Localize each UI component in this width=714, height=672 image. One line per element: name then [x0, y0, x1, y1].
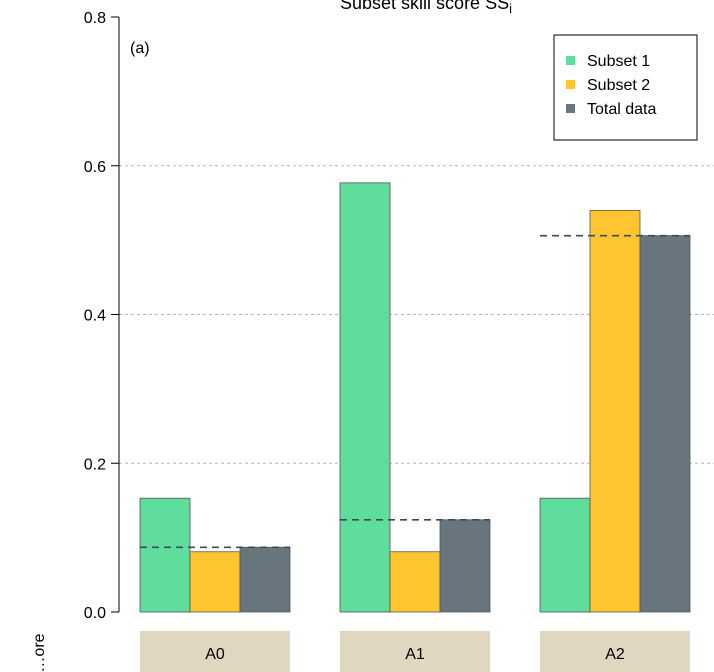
legend-box: [553, 34, 698, 141]
category-label: A1: [405, 646, 425, 663]
y-tick-label: 0.8: [84, 10, 106, 27]
chart-title: Subset skill score SSi: [340, 0, 512, 16]
legend-swatch: [566, 56, 575, 65]
panel-label: (a): [130, 40, 150, 57]
bar: [139, 497, 191, 613]
bar: [189, 551, 241, 613]
bars: [139, 182, 691, 613]
legend-label: Subset 2: [587, 77, 650, 94]
y-tick-label: 0.2: [84, 456, 106, 473]
category-label: A2: [605, 646, 625, 663]
bar: [389, 551, 441, 613]
chart-title-text: Subset skill score SSi: [340, 0, 512, 16]
y-tick-label: 0.4: [84, 308, 106, 325]
category-label: A0: [205, 646, 225, 663]
y-axis-label: …ore: [31, 633, 48, 672]
bar: [239, 546, 291, 613]
bar: [339, 182, 391, 613]
bar: [439, 519, 491, 613]
category-strip: A0 A1 A2: [140, 631, 690, 672]
y-tick-label: 0.6: [84, 159, 106, 176]
category-strip-box: [540, 631, 690, 672]
category-strip-box: [340, 631, 490, 672]
y-axis: 0.0 0.2 0.4 0.6 0.8: [84, 10, 120, 622]
bar: [539, 497, 591, 613]
reference-lines: [140, 234, 690, 549]
y-tick-label: 0.0: [84, 605, 106, 622]
category-strip-box: [140, 631, 290, 672]
bar: [589, 209, 641, 613]
legend-swatch: [566, 80, 575, 89]
legend-label: Total data: [587, 101, 656, 118]
bar: [639, 235, 691, 613]
legend-swatch: [566, 104, 575, 113]
legend-label: Subset 1: [587, 53, 650, 70]
legend: Subset 1 Subset 2 Total data: [553, 34, 698, 141]
